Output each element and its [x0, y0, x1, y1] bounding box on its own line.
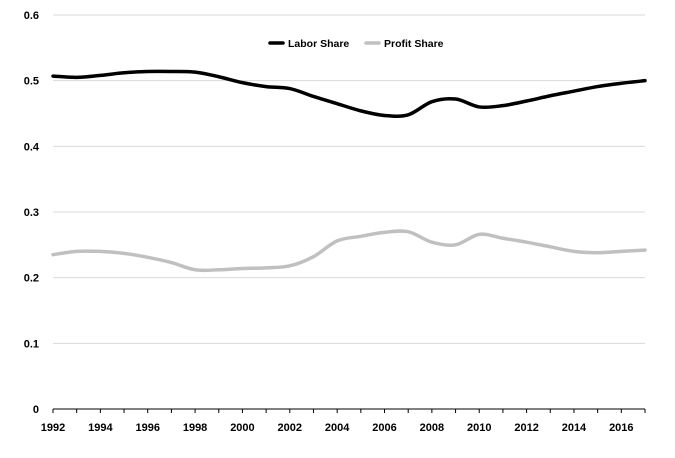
y-tick-label: 0.4 [24, 141, 40, 153]
y-tick-label: 0.5 [24, 76, 39, 88]
x-tick-labels: 1992 1994 1996 1998 2000 2002 2004 2006 2008 2010… [41, 422, 634, 434]
labor-share-legend-label: Labor Share [288, 38, 349, 50]
x-tick-label: 2016 [609, 422, 633, 434]
x-tick-label: 1992 [41, 422, 65, 434]
profit-share-legend-label: Profit Share [384, 38, 444, 50]
x-tick-label: 2010 [467, 422, 491, 434]
y-tick-label: 0.3 [24, 207, 39, 219]
profit-share-line [51, 229, 647, 273]
x-tick-label: 2008 [420, 422, 444, 434]
y-tick-label: 0.2 [24, 273, 39, 285]
x-tick-label: 2012 [514, 422, 538, 434]
legend: Labor Share Profit Share [268, 38, 444, 50]
x-tick-label: 2004 [325, 422, 350, 434]
x-tick-label: 1996 [135, 422, 159, 434]
y-tick-label: 0 [33, 404, 39, 416]
y-tick-label: 0.1 [24, 338, 39, 350]
axes [52, 408, 646, 413]
series [51, 69, 647, 273]
labor-share-line [51, 69, 647, 118]
x-tick-label: 1994 [88, 422, 113, 434]
x-tick-label: 1998 [183, 422, 207, 434]
x-tick-label: 2002 [278, 422, 302, 434]
x-tick-label: 2014 [562, 422, 587, 434]
y-tick-labels: 0 0.1 0.2 0.3 0.4 0.5 0.6 [24, 10, 40, 416]
x-tick-label: 2000 [230, 422, 254, 434]
x-tick-label: 2006 [372, 422, 396, 434]
gridlines [53, 14, 645, 344]
y-tick-label: 0.6 [24, 10, 39, 22]
